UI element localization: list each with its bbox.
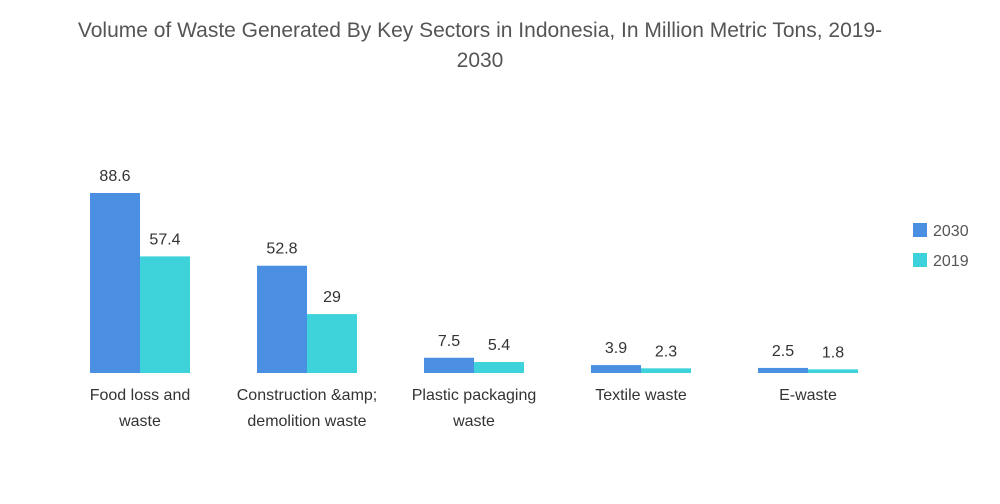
category-label-2: Plastic packaging waste (412, 387, 537, 430)
value-label-2030-3: 3.9 (605, 340, 627, 357)
legend: 2030 2019 (913, 223, 969, 270)
chart-title: Volume of Waste Generated By Key Sectors… (77, 19, 883, 72)
value-label-2019-0: 57.4 (149, 231, 180, 248)
bar-2019-1 (307, 314, 357, 373)
bar-2019-4 (808, 369, 858, 373)
value-label-2030-0: 88.6 (99, 168, 130, 185)
value-label-2030-4: 2.5 (772, 343, 794, 360)
legend-swatch-2019 (913, 253, 927, 267)
category-label-0: Food loss and waste (90, 387, 191, 430)
value-label-2019-2: 5.4 (488, 337, 510, 354)
bar-2030-0 (90, 193, 140, 373)
category-label-3: Textile waste (595, 387, 687, 404)
value-labels-layer: 88.6 57.4 52.8 29 7.5 5.4 3.9 2.3 2.5 1.8 (99, 168, 844, 361)
bar-2030-4 (758, 367, 808, 373)
bar-2030-1 (257, 265, 307, 373)
bar-2030-2 (424, 357, 474, 373)
value-label-2019-4: 1.8 (822, 344, 844, 361)
bars-layer (90, 193, 858, 373)
bar-2019-3 (641, 368, 691, 373)
legend-swatch-2030 (913, 223, 927, 237)
value-label-2019-1: 29 (323, 289, 341, 306)
bar-2030-3 (591, 365, 641, 373)
legend-label-2030: 2030 (933, 223, 969, 240)
value-label-2030-2: 7.5 (438, 333, 460, 350)
bar-2019-0 (140, 256, 190, 373)
legend-label-2019: 2019 (933, 253, 969, 270)
category-labels-layer: Food loss and waste Construction &amp; demo… (90, 387, 837, 430)
value-label-2030-1: 52.8 (266, 241, 297, 258)
bar-2019-2 (474, 362, 524, 373)
category-label-1: Construction &amp; demolition waste (237, 387, 378, 430)
category-label-4: E-waste (779, 387, 837, 404)
value-label-2019-3: 2.3 (655, 343, 677, 360)
